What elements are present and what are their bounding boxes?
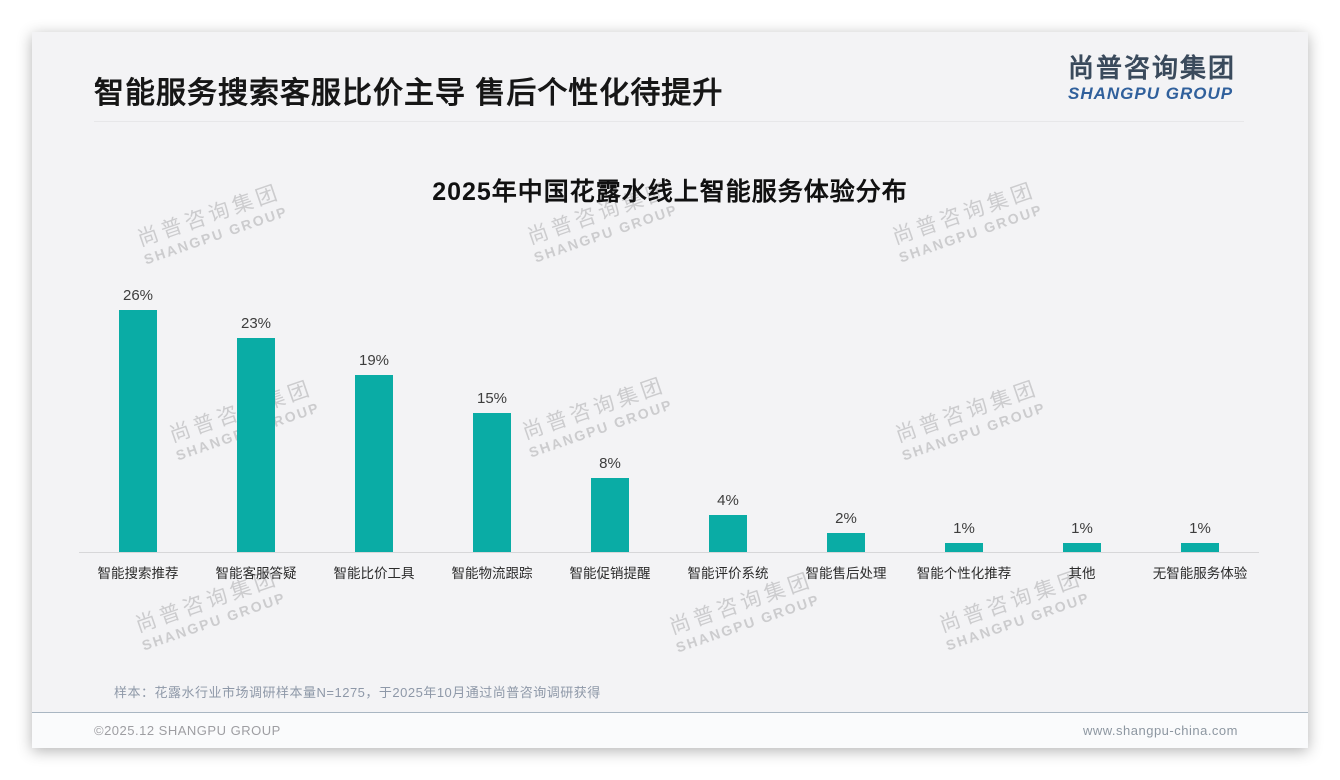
bar-chart-categories: 智能搜索推荐 智能客服答疑 智能比价工具 智能物流跟踪 智能促销提醒 智能评价系统 智能售后… [79, 562, 1259, 582]
bar-chart-plot: 26% 23% 19% 15% 8% 4% 2% 1% 1% 1% [79, 277, 1259, 553]
report-card: 尚普咨询集团 SHANGPU GROUP 尚普咨询集团 SHANGPU GROUP 尚普… [32, 32, 1308, 748]
bar-category-label: 智能促销提醒 [569, 566, 651, 581]
bar [591, 477, 629, 552]
chart-title: 2025年中国花露水线上智能服务体验分布 [432, 178, 908, 206]
bar [119, 310, 157, 552]
bar-category-label: 智能搜索推荐 [97, 566, 179, 581]
bar-value-label: 1% [1071, 519, 1093, 537]
header-divider [94, 121, 1244, 122]
sample-note: 样本：花露水行业市场调研样本量N=1275，于2025年10月通过尚普咨询调研获… [114, 685, 601, 700]
bar-category-label: 智能个性化推荐 [916, 566, 1012, 581]
bar-column: 4% [669, 492, 787, 552]
bar-value-label: 19% [358, 352, 390, 370]
footer-bar: ©2025.12 SHANGPU GROUP www.shangpu-china… [32, 712, 1308, 748]
bar [1063, 542, 1101, 552]
bar-column: 1% [905, 520, 1023, 552]
bar-column: 2% [787, 510, 905, 552]
bar-value-label: 4% [717, 491, 739, 509]
bar-column: 19% [315, 352, 433, 552]
bar-category-label: 智能客服答疑 [215, 566, 297, 581]
bar-column: 26% [79, 287, 197, 552]
bar-column: 15% [433, 389, 551, 552]
bar-column: 8% [551, 455, 669, 552]
bar [473, 412, 511, 552]
bar-value-label: 1% [1189, 519, 1211, 537]
logo-en-text: SHANGPU GROUP [1067, 83, 1234, 103]
bar-column: 1% [1023, 520, 1141, 552]
bar-category-label: 智能售后处理 [805, 566, 887, 581]
bar [355, 375, 393, 552]
bar-column: 1% [1141, 520, 1259, 552]
website-url: www.shangpu-china.com [1082, 723, 1238, 738]
bar [945, 542, 983, 552]
bar [1181, 542, 1219, 552]
bar-value-label: 8% [599, 454, 621, 472]
bar-category-label: 其他 [1068, 566, 1096, 581]
bar-value-label: 2% [835, 510, 857, 528]
logo-cn-text: 尚普咨询集团 [1067, 53, 1236, 83]
company-logo: 尚普咨询集团 SHANGPU GROUP [1067, 53, 1236, 104]
bar-column: 23% [197, 315, 315, 552]
bar [237, 338, 275, 552]
bar-category-label: 智能物流跟踪 [451, 566, 533, 581]
bar-category-label: 智能评价系统 [687, 566, 769, 581]
bar-value-label: 23% [240, 315, 272, 333]
bar-value-label: 1% [953, 519, 975, 537]
bar-value-label: 15% [476, 389, 508, 407]
bar-category-label: 无智能服务体验 [1152, 566, 1248, 581]
page-title: 智能服务搜索客服比价主导 售后个性化待提升 [94, 77, 724, 110]
bar-category-label: 智能比价工具 [333, 566, 415, 581]
bar-value-label: 26% [122, 287, 154, 305]
bar [709, 514, 747, 552]
report-content: 智能服务搜索客服比价主导 售后个性化待提升 尚普咨询集团 SHANGPU GRO… [32, 32, 1308, 748]
bar [827, 533, 865, 552]
copyright-text: ©2025.12 SHANGPU GROUP [94, 723, 281, 738]
